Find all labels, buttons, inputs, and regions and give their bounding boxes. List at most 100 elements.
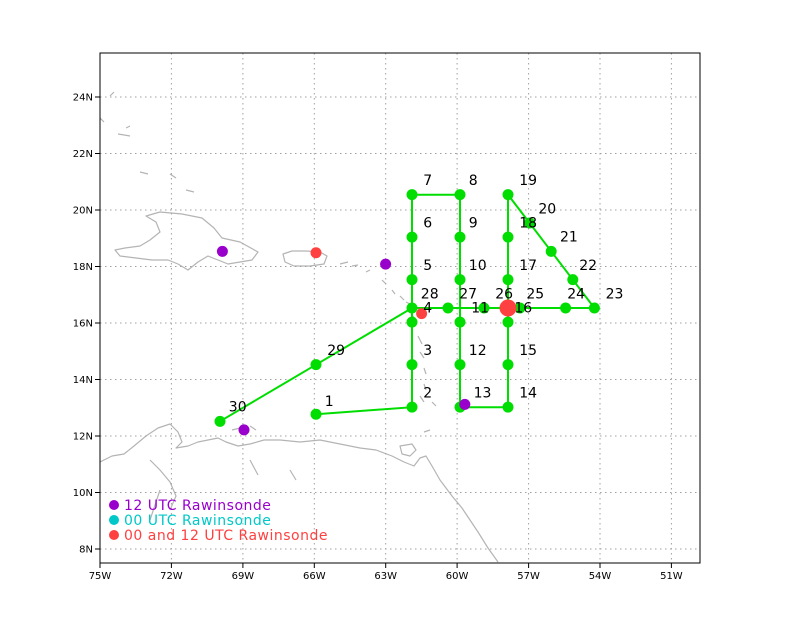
point-label: 11 bbox=[471, 301, 489, 317]
coastlines bbox=[100, 91, 499, 563]
legend-marker-red bbox=[109, 530, 119, 540]
lon-tick-label: 57W bbox=[517, 571, 540, 582]
rawinsonde-marker-purple bbox=[216, 245, 228, 257]
track-point-30 bbox=[214, 415, 226, 427]
lon-tick-label: 51W bbox=[660, 571, 683, 582]
track-point-27 bbox=[442, 302, 454, 314]
point-label: 29 bbox=[327, 343, 345, 359]
track-point-9 bbox=[454, 231, 466, 243]
track-point-20 bbox=[524, 217, 536, 229]
rawinsonde-marker-purple bbox=[380, 258, 392, 270]
track-point-19 bbox=[502, 189, 514, 201]
point-label: 27 bbox=[459, 286, 477, 302]
point-label: 3 bbox=[423, 343, 432, 359]
lat-tick-label: 12N bbox=[73, 432, 93, 443]
rawinsonde-marker-red bbox=[416, 308, 428, 320]
point-label: 8 bbox=[469, 173, 478, 189]
track-point-24 bbox=[560, 302, 572, 314]
ticks bbox=[95, 96, 672, 568]
legend-label-00utc: 00 UTC Rawinsonde bbox=[124, 513, 271, 529]
point-label: 18 bbox=[519, 216, 537, 232]
track-point-12 bbox=[454, 359, 466, 371]
lat-tick-label: 24N bbox=[73, 93, 93, 104]
lon-tick-label: 66W bbox=[303, 571, 326, 582]
lon-tick-label: 63W bbox=[374, 571, 397, 582]
point-label: 20 bbox=[538, 201, 556, 217]
track-point-10 bbox=[454, 274, 466, 286]
lat-tick-label: 22N bbox=[73, 149, 93, 160]
lat-tick-label: 16N bbox=[73, 319, 93, 330]
point-label: 2 bbox=[423, 386, 432, 402]
point-label: 28 bbox=[421, 286, 439, 302]
track-point-22 bbox=[567, 274, 579, 286]
lat-tick-label: 10N bbox=[73, 488, 93, 499]
point-label: 19 bbox=[519, 173, 537, 189]
point-label: 15 bbox=[519, 343, 537, 359]
lon-tick-label: 72W bbox=[160, 571, 183, 582]
legend-label-12utc: 12 UTC Rawinsonde bbox=[124, 498, 271, 514]
track-point-15 bbox=[502, 359, 514, 371]
track-point-8 bbox=[454, 189, 466, 201]
track-point-3 bbox=[406, 359, 418, 371]
lat-tick-labels: 24N 22N 20N 18N 16N 14N 12N 10N 8N bbox=[73, 93, 93, 556]
point-label: 13 bbox=[474, 386, 492, 402]
track-point-29 bbox=[310, 359, 322, 371]
point-label: 17 bbox=[519, 258, 537, 274]
track-point-14 bbox=[502, 401, 514, 413]
track-point-7 bbox=[406, 189, 418, 201]
point-label: 26 bbox=[495, 286, 513, 302]
coast-hispaniola bbox=[114, 211, 259, 271]
track-point-25 bbox=[514, 302, 526, 314]
point-label: 30 bbox=[229, 400, 247, 416]
point-label: 12 bbox=[469, 343, 487, 359]
track-point-16 bbox=[502, 316, 514, 328]
rawinsonde-marker-red-large bbox=[499, 299, 517, 317]
track-point-5 bbox=[406, 274, 418, 286]
track-points bbox=[214, 189, 600, 427]
legend: 12 UTC Rawinsonde 00 UTC Rawinsonde 00 a… bbox=[109, 498, 328, 544]
track-point-28 bbox=[406, 302, 418, 314]
point-label: 4 bbox=[423, 301, 432, 317]
track-point-23 bbox=[588, 302, 600, 314]
rawinsonde-marker-purple bbox=[459, 398, 471, 410]
point-label: 16 bbox=[514, 301, 532, 317]
rawinsonde-marker-red bbox=[310, 247, 322, 259]
rawinsonde-marker-purple bbox=[238, 424, 250, 436]
lon-tick-label: 69W bbox=[232, 571, 255, 582]
plot-frame bbox=[99, 52, 701, 564]
lon-tick-labels: 75W 72W 69W 66W 63W 60W 57W 54W 51W bbox=[89, 571, 683, 582]
lon-tick-label: 75W bbox=[89, 571, 112, 582]
track-point-1 bbox=[310, 408, 322, 420]
lat-tick-label: 14N bbox=[73, 375, 93, 386]
track-point-18 bbox=[502, 231, 514, 243]
lat-tick-label: 20N bbox=[73, 206, 93, 217]
point-label: 9 bbox=[469, 216, 478, 232]
track-point-17 bbox=[502, 274, 514, 286]
lon-tick-label: 54W bbox=[589, 571, 612, 582]
lat-tick-label: 18N bbox=[73, 262, 93, 273]
legend-marker-purple bbox=[109, 500, 119, 510]
rawinsonde-stations bbox=[216, 245, 517, 436]
point-label: 5 bbox=[423, 258, 432, 274]
point-label: 1 bbox=[325, 394, 334, 410]
track-point-2 bbox=[406, 401, 418, 413]
lon-tick-label: 60W bbox=[446, 571, 469, 582]
track-point-4 bbox=[406, 316, 418, 328]
legend-marker-cyan bbox=[109, 515, 119, 525]
point-label: 22 bbox=[579, 258, 597, 274]
coast-bahamas bbox=[100, 91, 195, 193]
point-label: 7 bbox=[423, 173, 432, 189]
legend-label-00-and-12utc: 00 and 12 UTC Rawinsonde bbox=[124, 528, 328, 544]
coast-venezuela-lake bbox=[149, 459, 297, 521]
coast-south-america bbox=[100, 423, 499, 563]
point-label: 23 bbox=[606, 286, 624, 302]
coast-trinidad-tobago bbox=[399, 429, 431, 457]
point-label: 14 bbox=[519, 386, 537, 402]
grid bbox=[100, 53, 700, 563]
lat-tick-label: 8N bbox=[79, 545, 93, 556]
point-label: 6 bbox=[423, 216, 432, 232]
coast-puerto-rico bbox=[282, 250, 328, 267]
